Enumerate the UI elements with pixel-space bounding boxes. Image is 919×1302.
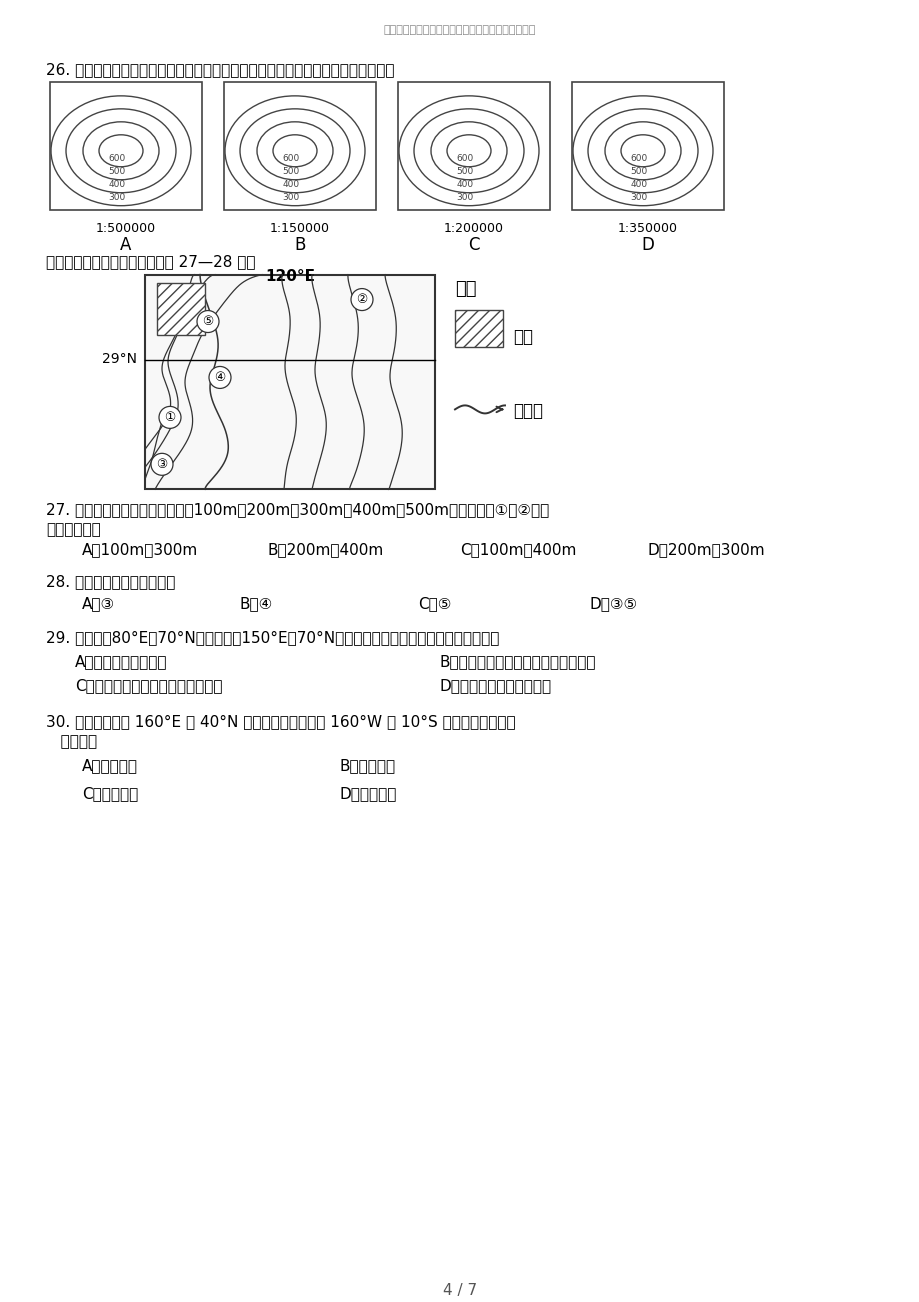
Text: 600: 600 <box>630 154 647 163</box>
Text: 600: 600 <box>282 154 300 163</box>
Bar <box>223 82 376 210</box>
Text: 27. 图中等高线所指的高度分别为100m、200m、300m、400m、500m，则等高线①和②的海: 27. 图中等高线所指的高度分别为100m、200m、300m、400m、500… <box>46 503 549 517</box>
Text: 29. 从甲地（80°E，70°N）到乙地（150°E，70°N），若不考虑地形因素，最近的走法是：: 29. 从甲地（80°E，70°N）到乙地（150°E，70°N），若不考虑地形… <box>46 630 499 644</box>
Text: 30. 已知甲地位于 160°E 和 40°N 的交点上，乙地位于 160°W 和 10°S 的交点上。甲地位: 30. 已知甲地位于 160°E 和 40°N 的交点上，乙地位于 160°W … <box>46 713 515 729</box>
Bar <box>145 275 435 490</box>
Text: A、一直向正东方向走: A、一直向正东方向走 <box>75 654 167 669</box>
Text: B、先向东南，再向东，最后向东北走: B、先向东南，再向东，最后向东北走 <box>439 654 596 669</box>
Circle shape <box>151 453 173 475</box>
Text: D．西北方向: D．西北方向 <box>340 786 397 801</box>
Text: B．东南方向: B．东南方向 <box>340 758 396 773</box>
Text: 1:150000: 1:150000 <box>269 221 330 234</box>
Bar <box>50 82 202 210</box>
Text: 文档供参考，可复制、编制，期待您的好评与关注！: 文档供参考，可复制、编制，期待您的好评与关注！ <box>383 25 536 35</box>
Text: 读某地等高线地形图，分析回答 27—28 题：: 读某地等高线地形图，分析回答 27—28 题： <box>46 255 255 270</box>
Text: B: B <box>294 236 305 254</box>
Text: ④: ④ <box>214 371 225 384</box>
Bar <box>455 310 503 348</box>
Text: ③: ③ <box>156 458 167 471</box>
Circle shape <box>351 289 372 311</box>
Text: 26. 下面四幅等高线地形图中的等高距相同，水平比例尺不同，请判断坡度最缓的是: 26. 下面四幅等高线地形图中的等高距相同，水平比例尺不同，请判断坡度最缓的是 <box>46 62 394 77</box>
Circle shape <box>159 406 181 428</box>
Text: D．200m、300m: D．200m、300m <box>647 542 765 557</box>
Text: 500: 500 <box>456 167 473 176</box>
Text: C、先向东北，再向东，最后向东南: C、先向东北，再向东，最后向东南 <box>75 678 222 693</box>
Text: B．④: B．④ <box>240 596 273 611</box>
Text: 600: 600 <box>456 154 473 163</box>
Text: D、先向东南，再向东北走: D、先向东南，再向东北走 <box>439 678 551 693</box>
Text: 4 / 7: 4 / 7 <box>442 1282 477 1298</box>
Text: 图例: 图例 <box>455 280 476 298</box>
Text: 1:350000: 1:350000 <box>618 221 677 234</box>
Text: ⑤: ⑤ <box>202 315 213 328</box>
Text: B．200m、400m: B．200m、400m <box>267 542 384 557</box>
Text: 300: 300 <box>108 193 126 202</box>
Text: 600: 600 <box>108 154 126 163</box>
Text: 28. 图中河流中画法正确的是: 28. 图中河流中画法正确的是 <box>46 574 176 590</box>
Text: 500: 500 <box>282 167 300 176</box>
Text: C．西南方向: C．西南方向 <box>82 786 138 801</box>
Text: 300: 300 <box>282 193 300 202</box>
Text: 120°E: 120°E <box>265 268 314 284</box>
Bar <box>157 283 205 335</box>
Text: 400: 400 <box>108 180 125 189</box>
Text: A．100m、300m: A．100m、300m <box>82 542 198 557</box>
Text: 400: 400 <box>456 180 473 189</box>
Text: 于乙地的: 于乙地的 <box>46 734 97 749</box>
Text: 500: 500 <box>630 167 647 176</box>
Text: A: A <box>120 236 131 254</box>
Circle shape <box>209 366 231 388</box>
Text: 300: 300 <box>630 193 647 202</box>
Text: 拔高度分别为: 拔高度分别为 <box>46 522 101 538</box>
Text: 1:500000: 1:500000 <box>96 221 156 234</box>
Text: 400: 400 <box>282 180 300 189</box>
Text: A．东北方向: A．东北方向 <box>82 758 138 773</box>
Text: C．100m、400m: C．100m、400m <box>460 542 575 557</box>
Text: 500: 500 <box>108 167 126 176</box>
Text: 1:200000: 1:200000 <box>444 221 504 234</box>
Text: C: C <box>468 236 479 254</box>
Text: 29°N: 29°N <box>102 353 137 366</box>
Bar <box>398 82 550 210</box>
Text: ②: ② <box>356 293 368 306</box>
Text: D: D <box>641 236 653 254</box>
Text: C．⑤: C．⑤ <box>417 596 451 611</box>
Text: D．③⑤: D．③⑤ <box>589 596 638 611</box>
Circle shape <box>197 311 219 332</box>
Text: ①: ① <box>165 411 176 424</box>
Text: 300: 300 <box>456 193 473 202</box>
Text: 城区: 城区 <box>513 328 532 345</box>
Text: A．③: A．③ <box>82 596 115 611</box>
Bar <box>572 82 723 210</box>
Text: 400: 400 <box>630 180 647 189</box>
Text: 河流流: 河流流 <box>513 402 542 421</box>
